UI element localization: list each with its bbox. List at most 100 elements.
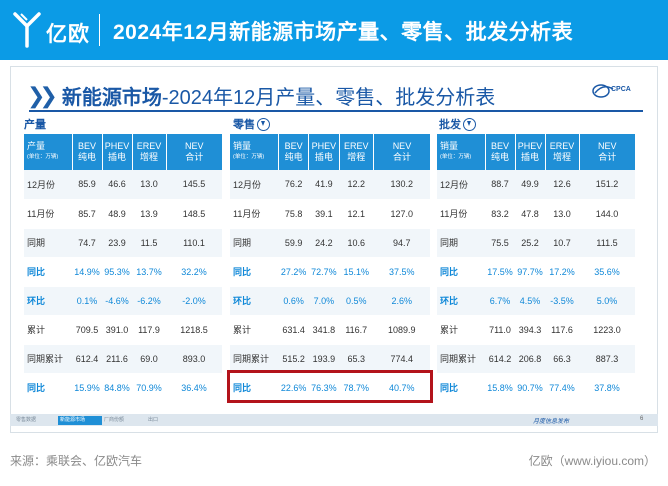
table-cell: 13.0 bbox=[545, 199, 579, 229]
table-row: 累计 631.4 341.8 116.7 1089.9 bbox=[230, 315, 430, 345]
table-cell: 76.2 bbox=[278, 170, 309, 200]
footer-tab[interactable]: 新能源市场 bbox=[58, 416, 102, 425]
row-header-cell: 销量 (单位：万辆) bbox=[437, 134, 486, 170]
column-header: PHEV 插电 bbox=[515, 134, 546, 170]
table-cell: 130.2 bbox=[373, 170, 430, 200]
row-header-label: 销量 bbox=[233, 141, 252, 151]
table-cell: 10.7 bbox=[545, 228, 579, 258]
row-label: 同比 bbox=[230, 257, 279, 287]
table-cell: 39.1 bbox=[308, 199, 340, 229]
double-chevron-icon: ❯❯ bbox=[27, 82, 58, 108]
table-row: 12月份 85.9 46.6 13.0 145.5 bbox=[24, 170, 222, 200]
table-cell: 37.8% bbox=[579, 373, 635, 403]
table-cell: 711.0 bbox=[485, 315, 515, 345]
column-header-top: PHEV bbox=[517, 141, 543, 151]
table-row: 同比 14.9% 95.3% 13.7% 32.2% bbox=[24, 257, 222, 287]
unit-note: (单位：万辆) bbox=[440, 154, 472, 160]
table-cell: -2.0% bbox=[166, 286, 222, 316]
table-cell: 47.8 bbox=[515, 199, 545, 229]
column-header-top: EREV bbox=[136, 141, 162, 151]
table-cell: 151.2 bbox=[579, 170, 635, 200]
column-header: EREV 增程 bbox=[132, 134, 167, 170]
wholesale-table: 销量 (单位：万辆) BEV 纯电 PHEV 插电 EREV 增程 NEV 合计 12月份 88.7 4… bbox=[437, 134, 635, 403]
table-cell: 893.0 bbox=[166, 344, 222, 374]
section-retail-label: 零售 bbox=[233, 119, 255, 131]
table-cell: 59.9 bbox=[278, 228, 309, 258]
table-cell: 97.7% bbox=[515, 257, 545, 287]
table-cell: 12.6 bbox=[545, 170, 579, 200]
row-label: 环比 bbox=[230, 286, 279, 316]
footer-tagline: 月度信息发布 bbox=[533, 419, 570, 425]
table-cell: 0.6% bbox=[278, 286, 309, 316]
table-cell: 94.7 bbox=[373, 228, 430, 258]
column-header-bottom: 纯电 bbox=[490, 152, 509, 162]
retail-table: 销量 (单位：万辆) BEV 纯电 PHEV 插电 EREV 增程 NEV 合计 12月份 76.2 4… bbox=[230, 134, 430, 403]
table-row: 同期 74.7 23.9 11.5 110.1 bbox=[24, 228, 222, 258]
table-cell: 72.7% bbox=[308, 257, 340, 287]
column-header: NEV 合计 bbox=[166, 134, 222, 170]
table-row: 11月份 83.2 47.8 13.0 144.0 bbox=[437, 199, 635, 229]
table-cell: 7.0% bbox=[308, 286, 340, 316]
row-label: 累计 bbox=[24, 315, 72, 345]
table-row: 同期累计 614.2 206.8 66.3 887.3 bbox=[437, 344, 635, 374]
column-header: PHEV 插电 bbox=[102, 134, 133, 170]
footer-tab[interactable]: 厂商份额 bbox=[104, 417, 125, 423]
row-label: 累计 bbox=[230, 315, 279, 345]
section-wholesale: 批发 bbox=[439, 116, 476, 132]
table-cell: 37.5% bbox=[373, 257, 430, 287]
table-cell: 12.1 bbox=[339, 199, 374, 229]
column-header-bottom: 增程 bbox=[347, 152, 366, 162]
column-header-top: NEV bbox=[184, 141, 204, 151]
table-cell: 84.8% bbox=[102, 373, 132, 403]
down-arrow-circle-icon bbox=[463, 117, 476, 131]
footer-tab[interactable]: 出口 bbox=[148, 417, 159, 423]
footer-tab[interactable]: 零售数据 bbox=[16, 417, 37, 423]
table-cell: 75.8 bbox=[278, 199, 309, 229]
column-header: NEV 合计 bbox=[579, 134, 635, 170]
table-cell: 1223.0 bbox=[579, 315, 635, 345]
highlight-box bbox=[227, 370, 433, 403]
column-header-bottom: 纯电 bbox=[77, 152, 96, 162]
down-arrow-circle-icon bbox=[257, 117, 270, 131]
production-table: 产量 (单位：万辆) BEV 纯电 PHEV 插电 EREV 增程 NEV 合计 12月份 85.9 4… bbox=[24, 134, 222, 403]
column-header: BEV 纯电 bbox=[72, 134, 103, 170]
table-cell: 110.1 bbox=[166, 228, 222, 258]
table-cell: 13.0 bbox=[132, 170, 166, 200]
section-production-label: 产量 bbox=[24, 119, 46, 131]
table-row: 环比 6.7% 4.5% -3.5% 5.0% bbox=[437, 286, 635, 316]
column-header-bottom: 增程 bbox=[139, 152, 158, 162]
title-underline bbox=[29, 110, 643, 112]
source-note: 来源：乘联会、亿欧汽车 bbox=[10, 454, 143, 468]
table-cell: -4.6% bbox=[102, 286, 132, 316]
slide-title: ❯❯ 新能源市场 -2024年12月产量、零售、批发分析表 bbox=[27, 81, 495, 110]
unit-note: (单位：万辆) bbox=[233, 154, 265, 160]
section-retail: 零售 bbox=[233, 116, 270, 132]
table-cell: 6.7% bbox=[485, 286, 515, 316]
column-header-top: BEV bbox=[490, 141, 509, 151]
table-row: 环比 0.6% 7.0% 0.5% 2.6% bbox=[230, 286, 430, 316]
table-cell: 5.0% bbox=[579, 286, 635, 316]
row-header-cell: 产量 (单位：万辆) bbox=[24, 134, 73, 170]
table-cell: 206.8 bbox=[515, 344, 545, 374]
table-row: 累计 709.5 391.0 117.9 1218.5 bbox=[24, 315, 222, 345]
column-header-top: NEV bbox=[392, 141, 412, 151]
table-cell: 27.2% bbox=[278, 257, 309, 287]
table-cell: 148.5 bbox=[166, 199, 222, 229]
table-cell: 46.6 bbox=[102, 170, 132, 200]
column-header: EREV 增程 bbox=[545, 134, 580, 170]
table-cell: 15.1% bbox=[339, 257, 374, 287]
table-cell: 394.3 bbox=[515, 315, 545, 345]
row-label: 同期累计 bbox=[230, 344, 279, 374]
table-cell: 77.4% bbox=[545, 373, 579, 403]
table-row: 同比 15.8% 90.7% 77.4% 37.8% bbox=[437, 373, 635, 403]
table-cell: 709.5 bbox=[72, 315, 102, 345]
table-cell: 144.0 bbox=[579, 199, 635, 229]
table-cell: 12.2 bbox=[339, 170, 374, 200]
table-cell: 74.7 bbox=[72, 228, 102, 258]
table-cell: 391.0 bbox=[102, 315, 132, 345]
column-header: BEV 纯电 bbox=[485, 134, 516, 170]
row-label: 同期 bbox=[437, 228, 485, 258]
table-cell: 88.7 bbox=[485, 170, 515, 200]
column-header-bottom: 合计 bbox=[185, 152, 204, 162]
cpca-logo-icon: CPCA bbox=[592, 84, 631, 98]
